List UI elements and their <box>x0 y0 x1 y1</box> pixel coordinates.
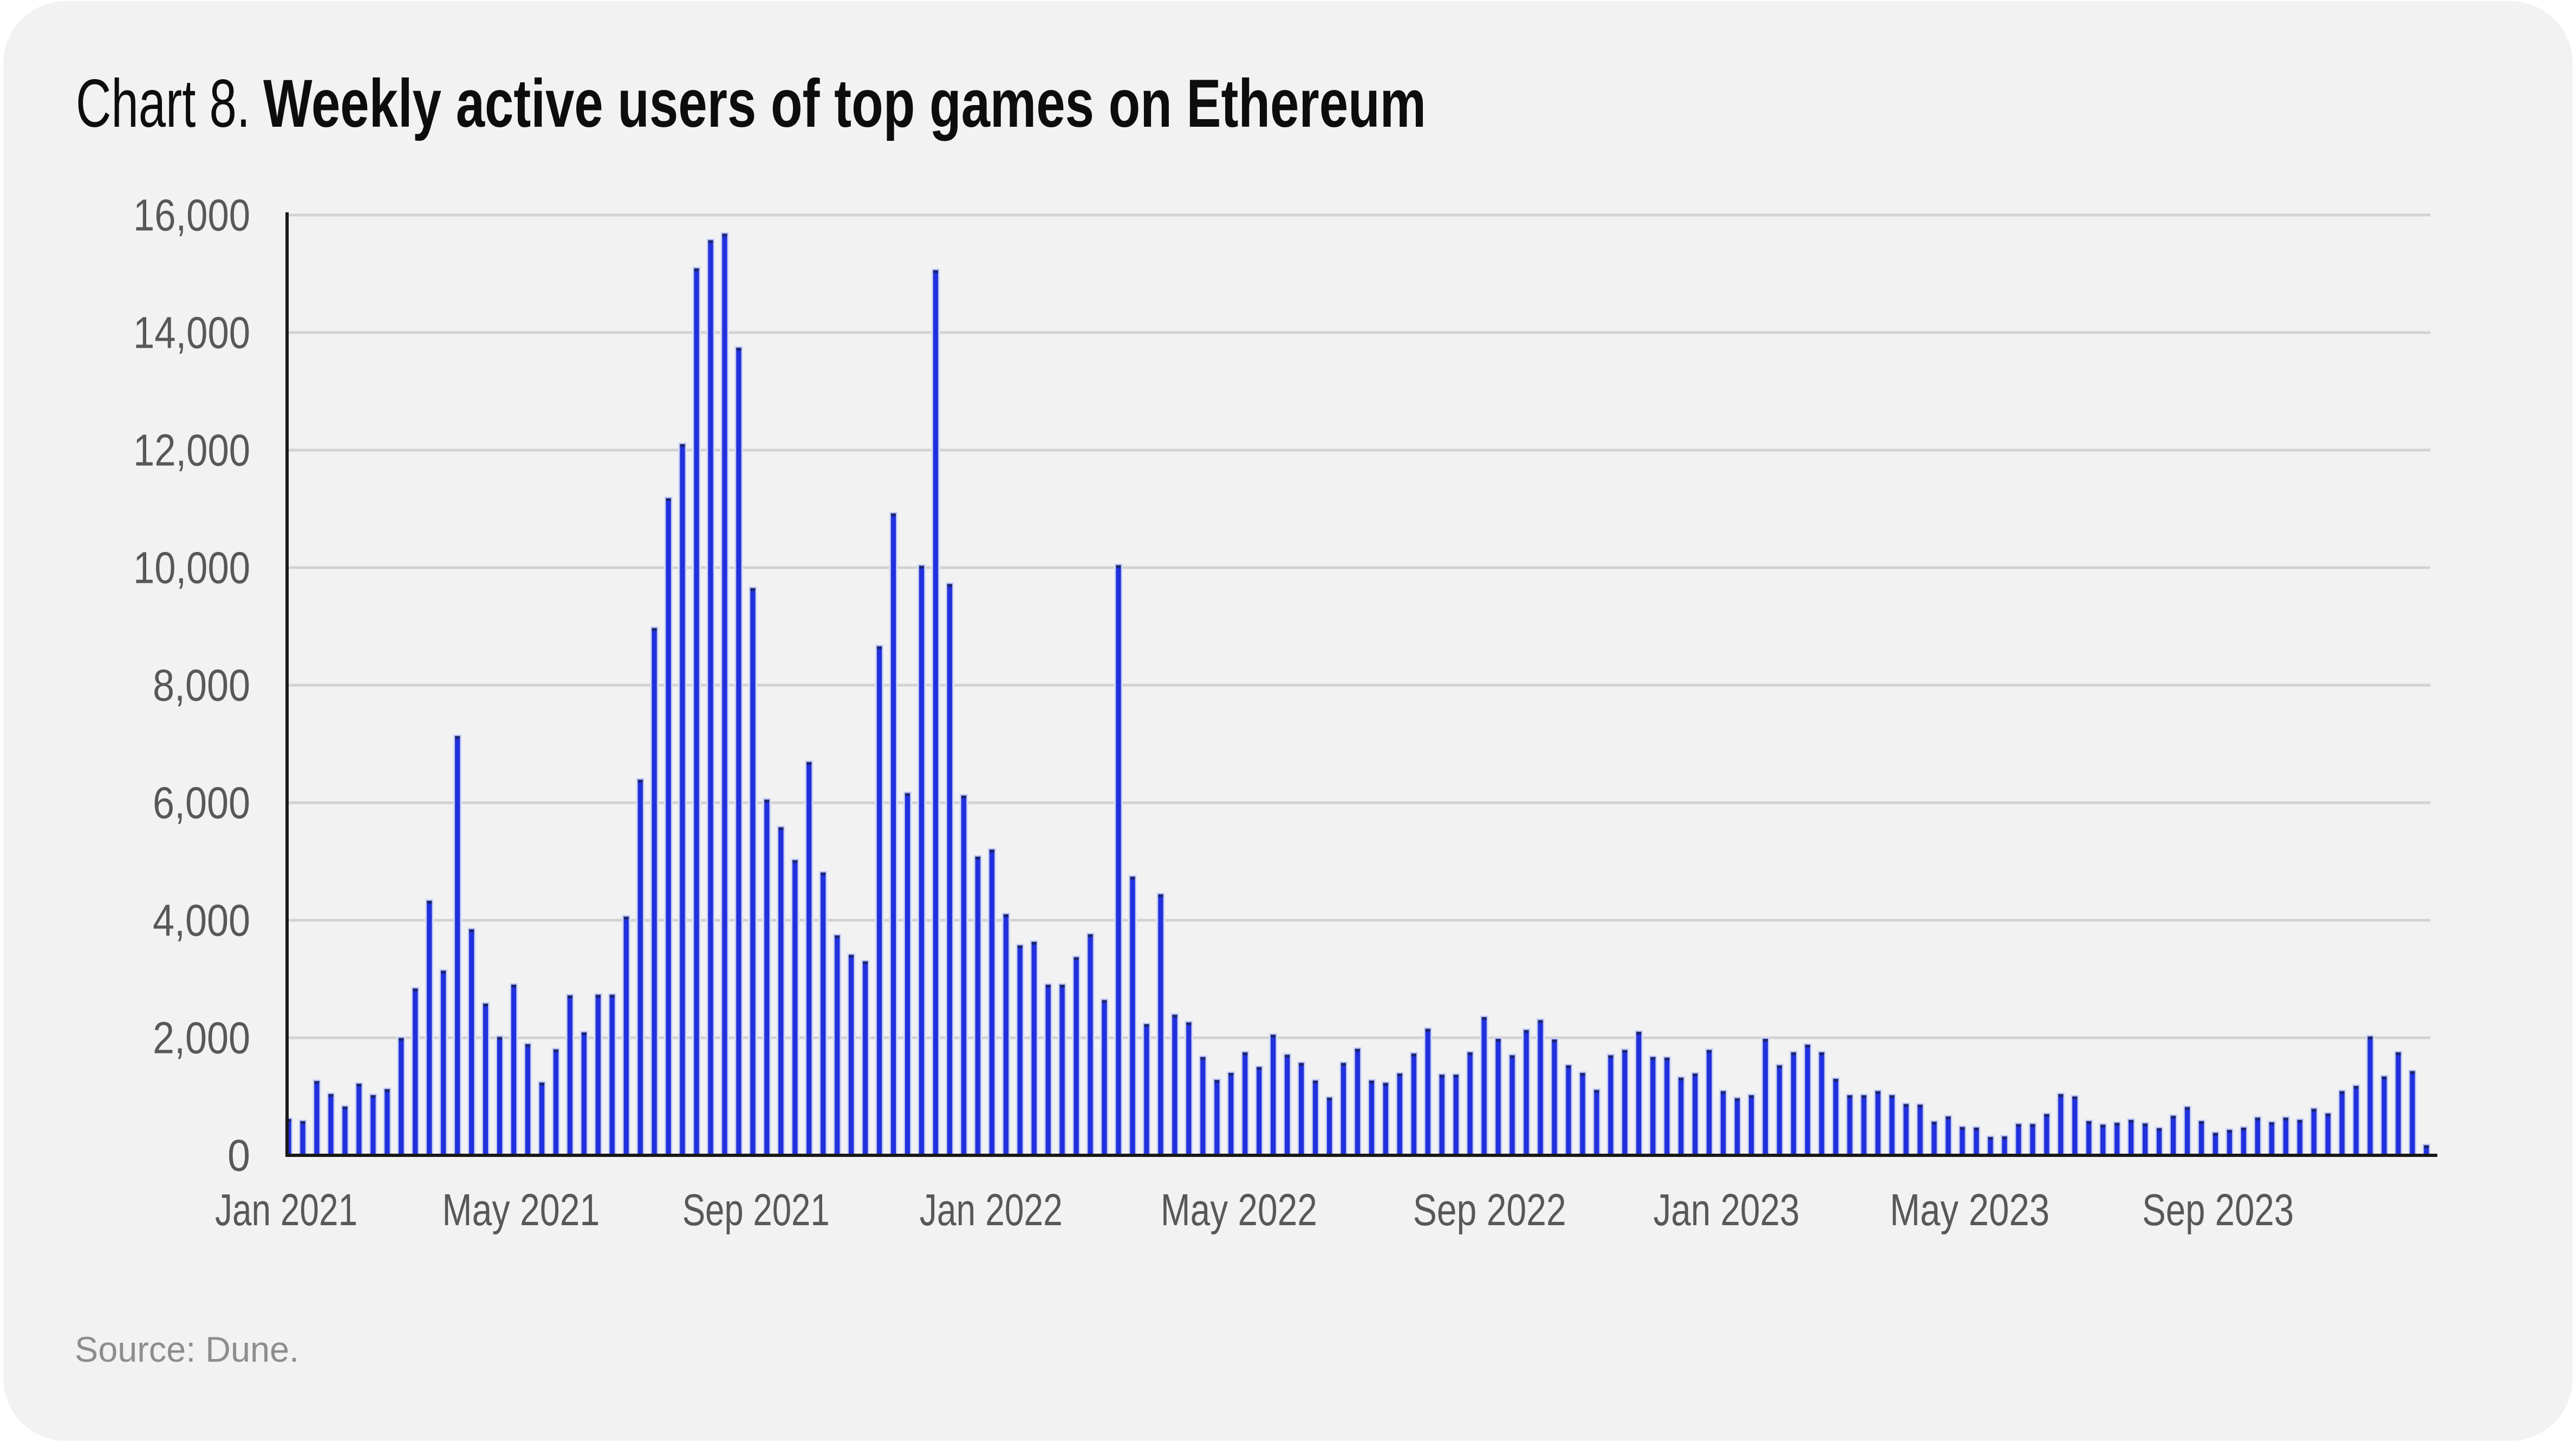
svg-text:Source: Dune.: Source: Dune. <box>75 1329 299 1369</box>
svg-text:Jan 2021: Jan 2021 <box>215 1185 357 1235</box>
svg-text:Weekly active users of top gam: Weekly active users of top games on Ethe… <box>263 66 1426 141</box>
svg-text:14,000: 14,000 <box>133 308 250 358</box>
svg-text:6,000: 6,000 <box>153 778 250 828</box>
svg-text:May 2021: May 2021 <box>442 1185 600 1235</box>
svg-text:0: 0 <box>227 1130 250 1181</box>
svg-text:16,000: 16,000 <box>133 190 250 240</box>
svg-text:Jan 2022: Jan 2022 <box>920 1185 1063 1235</box>
svg-text:Chart 8.: Chart 8. <box>76 66 250 141</box>
svg-text:May 2023: May 2023 <box>1890 1185 2050 1235</box>
svg-text:Sep 2023: Sep 2023 <box>2142 1185 2294 1235</box>
svg-text:10,000: 10,000 <box>133 543 250 593</box>
svg-text:8,000: 8,000 <box>153 660 250 711</box>
svg-text:Sep 2022: Sep 2022 <box>1413 1185 1566 1235</box>
svg-text:2,000: 2,000 <box>153 1013 250 1063</box>
svg-text:Sep 2021: Sep 2021 <box>682 1185 830 1235</box>
svg-text:Jan 2023: Jan 2023 <box>1654 1185 1800 1235</box>
svg-text:May 2022: May 2022 <box>1161 1185 1317 1235</box>
svg-text:4,000: 4,000 <box>153 895 250 946</box>
svg-text:12,000: 12,000 <box>133 425 250 476</box>
